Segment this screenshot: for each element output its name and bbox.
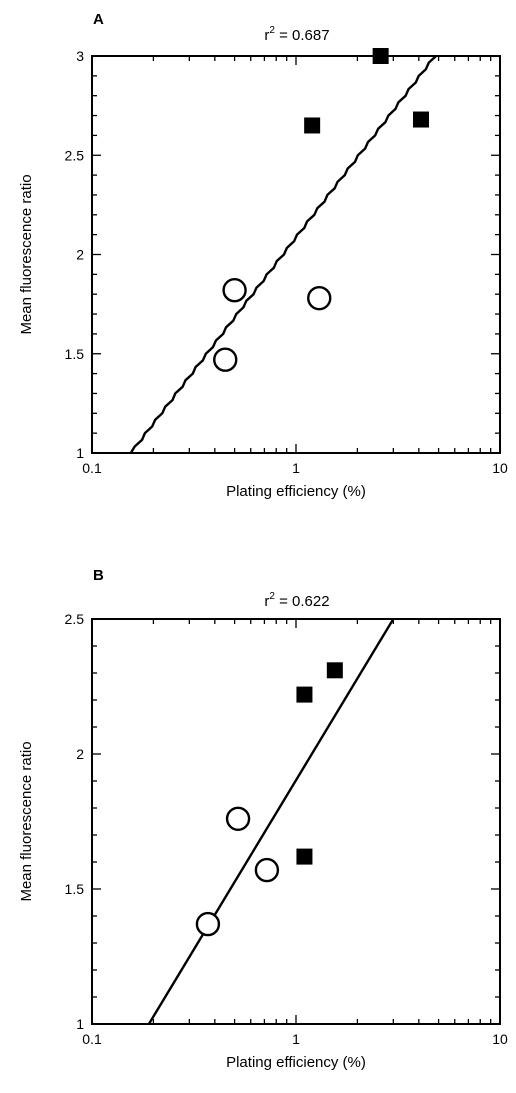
panel-b-label: B [93,567,104,584]
panel-a-ticks [92,56,500,453]
x-tick-label: 10 [492,1031,508,1047]
panel-a-points [214,48,429,371]
y-tick-label: 2 [76,746,84,762]
y-tick-label: 2.5 [65,611,85,627]
panel-a-y-axis-title: Mean fluorescence ratio [18,174,35,334]
panel-b-y-axis-title: Mean fluorescence ratio [18,741,35,901]
y-tick-label: 1.5 [65,346,85,362]
open-circle-point [224,279,246,301]
panel-a-fit-line-group [131,56,436,453]
panel-b-points [197,662,343,935]
filled-square-point [304,117,320,133]
y-tick-label: 2 [76,247,84,263]
open-circle-point [197,913,219,935]
r-squared-value: = 0.687 [275,27,330,44]
open-circle-point [214,349,236,371]
y-tick-label: 1.5 [65,881,85,897]
open-circle-point [227,808,249,830]
panel-a-label: A [93,11,104,28]
filled-square-point [296,849,312,865]
x-tick-label: 1 [292,1031,300,1047]
panel-b-r-squared: r2 = 0.622 [264,591,329,610]
filled-square-point [413,112,429,128]
panel-a-fit-line [131,56,436,453]
filled-square-point [327,662,343,678]
panel-b-fit-line [149,619,393,1024]
y-tick-label: 1 [76,1016,84,1032]
panel-b-plot-frame [92,619,500,1024]
r-squared-value: = 0.622 [275,593,330,610]
y-tick-label: 3 [76,48,84,64]
y-tick-label: 2.5 [65,147,85,163]
panel-b-fit-line-group [149,619,393,1024]
panel-b-ticks [92,619,500,1024]
x-tick-label: 1 [292,460,300,476]
x-tick-label: 0.1 [82,460,102,476]
y-tick-label: 1 [76,445,84,461]
x-tick-label: 0.1 [82,1031,102,1047]
panel-a-plot-frame [92,56,500,453]
open-circle-point [308,287,330,309]
panel-a-x-axis-title: Plating efficiency (%) [226,483,366,500]
x-tick-label: 10 [492,460,508,476]
panel-a-r-squared: r2 = 0.687 [264,25,329,44]
panel-b-x-axis-title: Plating efficiency (%) [226,1054,366,1071]
filled-square-point [296,687,312,703]
open-circle-point [256,859,278,881]
